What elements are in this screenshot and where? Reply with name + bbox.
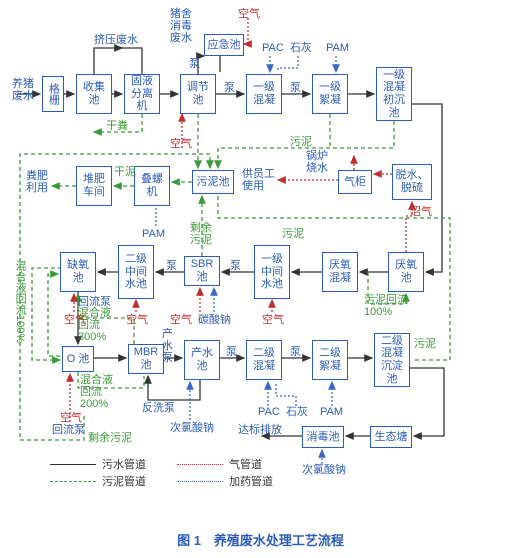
box-guye: 固液分离机 bbox=[124, 74, 160, 114]
lbl-kq5: 空气 bbox=[262, 314, 284, 326]
lbl-gn: 干泥 bbox=[114, 166, 136, 178]
lbl-jy: 挤压废水 bbox=[94, 34, 138, 46]
lbl-gf: 干粪 bbox=[106, 120, 128, 132]
box-shouji: 收集池 bbox=[76, 74, 112, 114]
lbl-kq4: 空气 bbox=[126, 314, 148, 326]
legend-l4: 加药管道 bbox=[229, 473, 273, 489]
lbl-hhl2: 混合液回流200% bbox=[80, 374, 122, 410]
lbl-cls1: 次氯酸钠 bbox=[170, 422, 214, 434]
lbl-wn1: 污泥 bbox=[290, 136, 312, 148]
caption: 图 1 养殖废水处理工艺流程 bbox=[0, 530, 521, 549]
box-xdc: 消毒池 bbox=[302, 426, 344, 448]
lbl-kq2: 空气 bbox=[170, 138, 192, 150]
box-wuni: 污泥池 bbox=[192, 170, 234, 194]
box-ejhn: 二级混凝 bbox=[246, 340, 282, 380]
lbl-kq3: 空气 bbox=[64, 314, 86, 326]
box-mbr: MBR池 bbox=[128, 344, 164, 374]
lbl-hhl1: 混合液回流100% bbox=[14, 260, 26, 370]
box-stt: 生态塘 bbox=[370, 426, 412, 448]
lbl-zs: 猪舍消毒废水 bbox=[170, 8, 198, 44]
legend-l3: 气管道 bbox=[229, 456, 262, 472]
box-geshan: 格栅 bbox=[42, 76, 64, 112]
lbl-sywn2: 剩余污泥 bbox=[88, 432, 132, 444]
lbl-in: 养猪废水 bbox=[12, 78, 40, 102]
lbl-beng5: 泵 bbox=[230, 260, 241, 272]
box-yjhn: 一级混凝 bbox=[246, 74, 282, 114]
lbl-csb: 产水泵 bbox=[162, 328, 176, 364]
lbl-cls2: 次氯酸钠 bbox=[302, 464, 346, 476]
lbl-pac2: PAC bbox=[258, 406, 280, 418]
lbl-sh1: 石灰 bbox=[290, 42, 312, 54]
lbl-tsn: 碳酸钠 bbox=[198, 314, 231, 326]
box-yyhn: 厌氧混凝 bbox=[322, 252, 358, 292]
box-yychi: 厌氧池 bbox=[388, 252, 424, 292]
lbl-beng7: 泵 bbox=[290, 346, 301, 358]
box-tiaojie: 调节池 bbox=[180, 74, 216, 114]
lbl-fxb: 反洗泵 bbox=[142, 402, 175, 414]
lbl-gls: 锅炉烧水 bbox=[306, 150, 334, 174]
lbl-beng3: 泵 bbox=[290, 82, 301, 94]
legend: 污水管道 污泥管道 气管道 加药管道 bbox=[50, 454, 273, 491]
lbl-wn2: 污泥 bbox=[282, 228, 304, 240]
box-tuoliu: 脱水、脱硫 bbox=[392, 164, 432, 200]
box-ejcd: 二级混凝沉淀池 bbox=[374, 333, 410, 387]
box-duifei: 堆肥车间 bbox=[76, 166, 112, 206]
box-qigui: 气柜 bbox=[338, 170, 372, 194]
lbl-beng4: 泵 bbox=[166, 260, 177, 272]
lbl-kq6b: 空气 bbox=[60, 412, 82, 424]
legend-l2: 污泥管道 bbox=[102, 473, 146, 489]
lbl-beng2: 泵 bbox=[224, 82, 235, 94]
lbl-gy: 供员工使用 bbox=[242, 168, 282, 192]
lbl-pam3: PAM bbox=[142, 228, 165, 240]
lbl-fl: 粪肥利用 bbox=[26, 170, 52, 194]
lbl-sh2: 石灰 bbox=[286, 406, 308, 418]
box-yjxn: 一级絮凝 bbox=[312, 74, 348, 114]
legend-l1: 污水管道 bbox=[102, 456, 146, 472]
box-yingji: 应急池 bbox=[204, 34, 244, 56]
lbl-beng6: 泵 bbox=[226, 346, 237, 358]
box-opool: O 池 bbox=[62, 346, 94, 372]
lbl-kq1: 空气 bbox=[238, 8, 260, 20]
lbl-pam2: PAM bbox=[320, 406, 343, 418]
lbl-hlb2: 回流泵 bbox=[52, 424, 85, 436]
box-dieluo: 叠螺机 bbox=[134, 166, 170, 206]
lbl-wnhl: 污泥回流100% bbox=[364, 294, 414, 318]
box-csc: 产水池 bbox=[184, 340, 220, 380]
lbl-wn3: 污泥 bbox=[414, 338, 436, 350]
box-ejzj: 二级中间水池 bbox=[118, 245, 154, 299]
lbl-pac1: PAC bbox=[262, 42, 284, 54]
lbl-sywn: 剩余污泥 bbox=[190, 222, 216, 246]
lbl-kq5b: 空气 bbox=[170, 314, 192, 326]
box-yjcc: 一级混凝初沉池 bbox=[376, 67, 412, 121]
box-ejxn: 二级絮凝 bbox=[312, 340, 348, 380]
lbl-zq: 沼气 bbox=[410, 206, 432, 218]
box-sbr: SBR池 bbox=[184, 256, 220, 286]
lbl-pam1: PAM bbox=[326, 42, 349, 54]
lbl-beng1: 泵 bbox=[189, 58, 200, 70]
box-queyang: 缺氧池 bbox=[60, 252, 96, 292]
box-yjzj: 一级中间水池 bbox=[254, 245, 290, 299]
lbl-dbpf: 达标排放 bbox=[238, 424, 282, 436]
